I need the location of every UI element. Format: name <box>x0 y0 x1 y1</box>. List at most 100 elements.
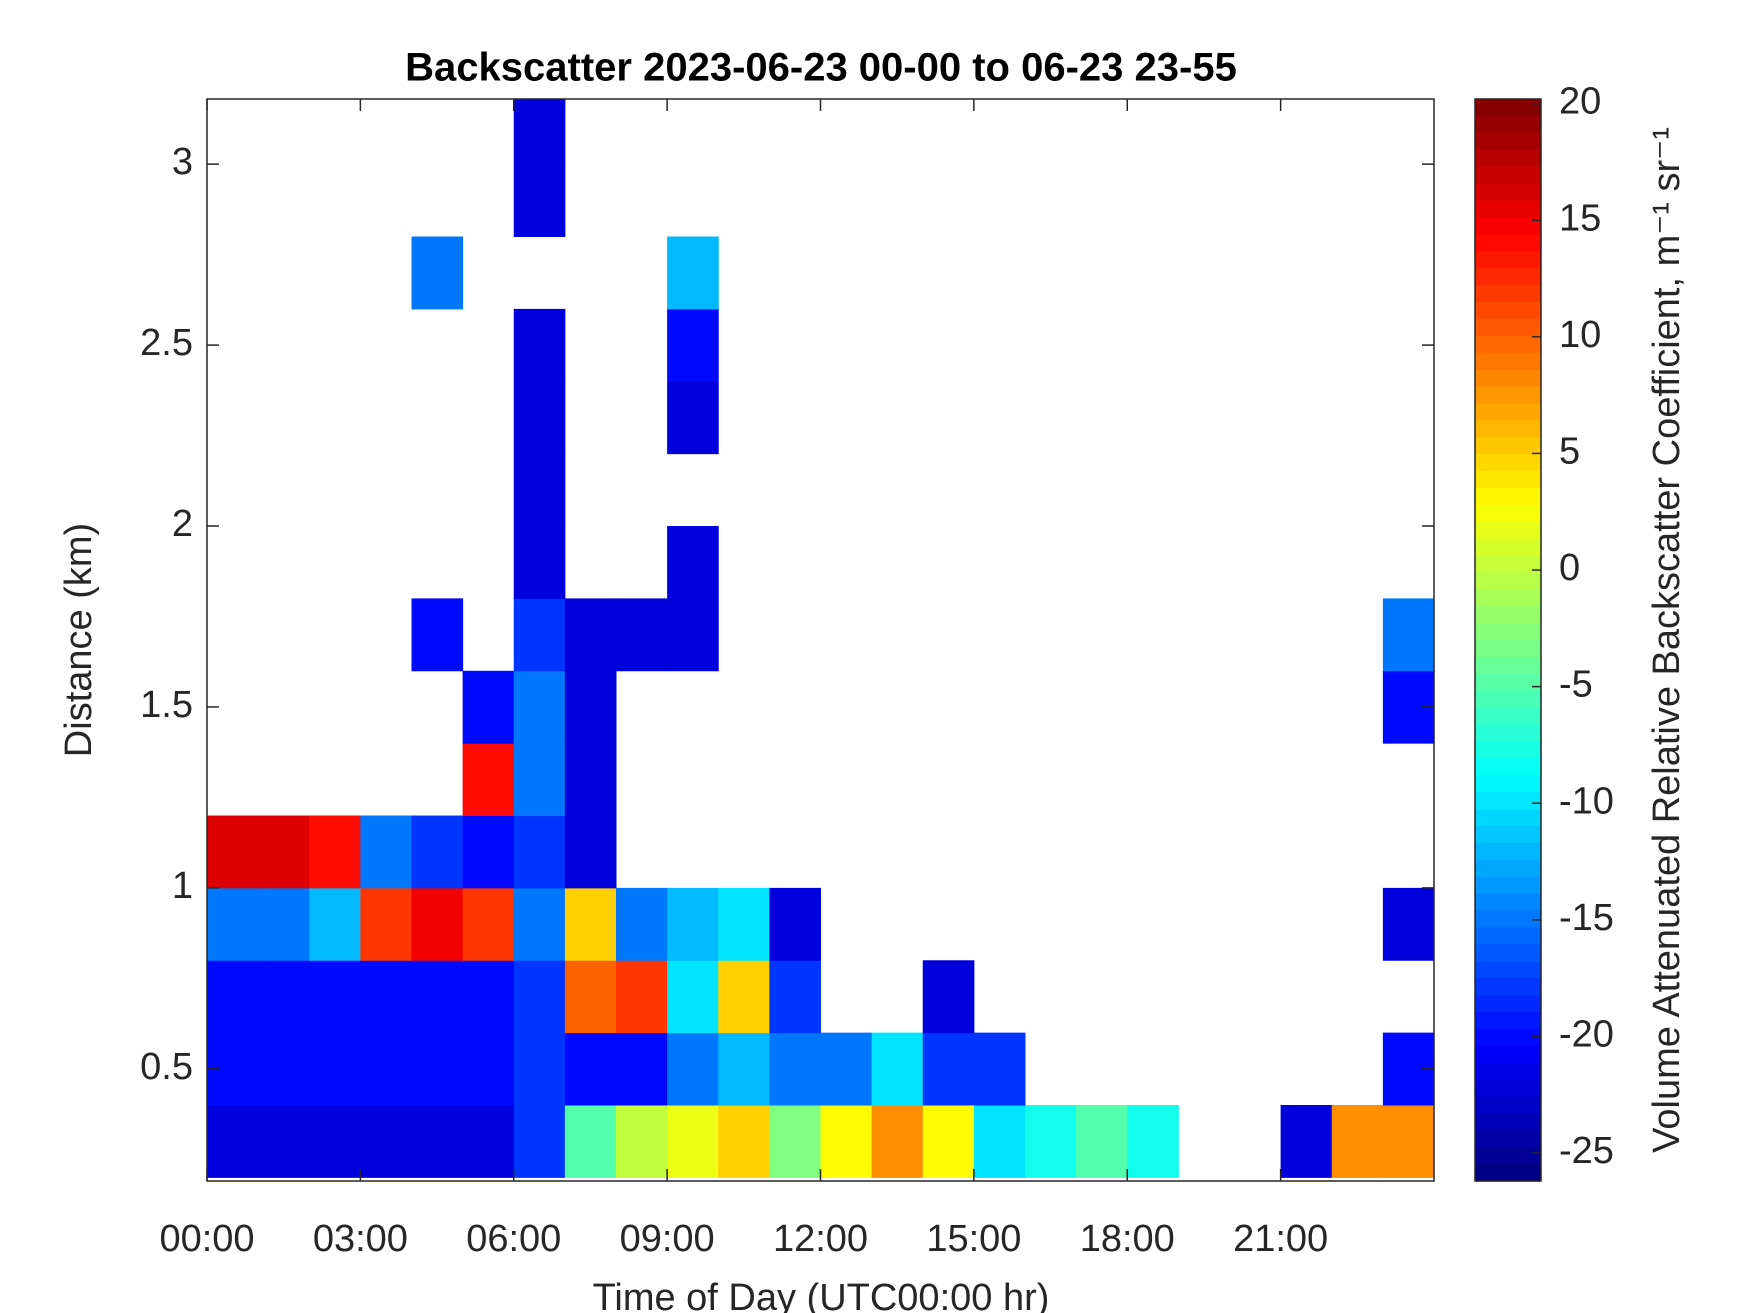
colorbar-strip <box>1475 1096 1541 1114</box>
heatmap-cell <box>309 960 361 1034</box>
heatmap-cell <box>718 887 770 961</box>
heatmap-cell <box>667 960 719 1034</box>
heatmap-cell <box>564 1105 617 1178</box>
heatmap-cell <box>616 598 668 672</box>
x-tick-label: 06:00 <box>466 1218 561 1260</box>
colorbar <box>1475 99 1541 1182</box>
colorbar-tick-label: 20 <box>1559 81 1601 123</box>
heatmap-cell <box>718 1105 770 1178</box>
colorbar-strip <box>1475 656 1541 675</box>
colorbar-strip <box>1475 318 1541 337</box>
heatmap-cell <box>207 887 259 961</box>
colorbar-strip <box>1475 538 1541 557</box>
heatmap-cell <box>564 960 617 1034</box>
colorbar-strip <box>1475 1147 1541 1165</box>
heatmap-cell <box>871 1032 924 1106</box>
colorbar-strip <box>1475 437 1541 455</box>
colorbar-strip <box>1475 978 1541 996</box>
colorbar-strip <box>1475 521 1541 540</box>
colorbar-tick-label: -20 <box>1559 1013 1614 1055</box>
colorbar-strip <box>1475 707 1541 726</box>
heatmap-cell <box>1127 1105 1179 1178</box>
heatmap-cell <box>207 1105 259 1178</box>
heatmap-cell <box>1382 1105 1434 1178</box>
heatmap-cell <box>1076 1105 1128 1178</box>
y-tick-label: 1 <box>172 865 193 907</box>
colorbar-strip <box>1475 792 1541 810</box>
colorbar-label: Volume Attenuated Relative Backscatter C… <box>1646 127 1688 1153</box>
heatmap-cell <box>922 960 975 1034</box>
colorbar-strip <box>1475 555 1541 573</box>
heatmap-cell <box>360 960 412 1034</box>
colorbar-strip <box>1475 99 1541 117</box>
colorbar-tick-label: 15 <box>1559 197 1601 239</box>
heatmap-cell <box>564 598 617 672</box>
colorbar-strip <box>1475 352 1541 371</box>
heatmap-cell <box>616 1032 668 1106</box>
colorbar-tick-label: 10 <box>1559 314 1601 356</box>
heatmap-cell <box>564 743 617 817</box>
colorbar-strip <box>1475 132 1541 151</box>
heatmap-cell <box>207 960 259 1034</box>
colorbar-strip <box>1475 369 1541 388</box>
heatmap-cell <box>462 815 515 889</box>
heatmap-cell <box>462 887 515 961</box>
colorbar-strip <box>1475 217 1541 235</box>
heatmap-cell <box>667 381 719 455</box>
heatmap-cell <box>667 1032 719 1106</box>
colorbar-tick-label: 0 <box>1559 547 1580 589</box>
colorbar-strip <box>1475 995 1541 1013</box>
colorbar-strip <box>1475 775 1541 793</box>
colorbar-tick-label: -25 <box>1559 1130 1614 1172</box>
colorbar-strip <box>1475 420 1541 438</box>
heatmap-cell <box>513 526 566 599</box>
colorbar-strip <box>1475 910 1541 929</box>
heatmap-cell <box>462 960 515 1034</box>
y-tick-label: 3 <box>172 141 193 183</box>
colorbar-strip <box>1475 1164 1541 1182</box>
heatmap-cell <box>1280 1105 1333 1178</box>
heatmap-cell <box>922 1032 975 1106</box>
heatmap-cell <box>513 670 566 744</box>
heatmap-cell <box>1382 887 1434 961</box>
colorbar-strip <box>1475 809 1541 827</box>
heatmap-cell <box>973 1105 1026 1178</box>
heatmap-cell <box>411 1105 464 1178</box>
colorbar-strip <box>1475 927 1541 945</box>
heatmap-cell <box>769 1032 821 1106</box>
heatmap-cell <box>513 1032 566 1106</box>
colorbar-strip <box>1475 842 1541 861</box>
colorbar-strip <box>1475 234 1541 252</box>
colorbar-strip <box>1475 741 1541 759</box>
colorbar-strip <box>1475 758 1541 776</box>
colorbar-tick-label: -10 <box>1559 780 1614 822</box>
colorbar-tick-label: -5 <box>1559 664 1593 706</box>
heatmap-cell <box>513 887 566 961</box>
colorbar-strip <box>1475 301 1541 320</box>
heatmap-cell <box>411 1032 464 1106</box>
colorbar-strip <box>1475 166 1541 185</box>
y-tick-label: 2.5 <box>140 322 193 364</box>
x-tick-label: 12:00 <box>773 1218 868 1260</box>
colorbar-strip <box>1475 825 1541 844</box>
heatmap-cell <box>513 164 566 238</box>
heatmap-cell <box>564 1032 617 1106</box>
heatmap-cell <box>769 887 821 961</box>
heatmap-cell <box>411 236 464 310</box>
heatmap-cell <box>360 887 412 961</box>
colorbar-strip <box>1475 589 1541 607</box>
colorbar-strip <box>1475 1045 1541 1064</box>
colorbar-strip <box>1475 724 1541 743</box>
heatmap-cell <box>564 670 617 744</box>
heatmap-cell <box>1331 1105 1384 1178</box>
heatmap-cell <box>462 1032 515 1106</box>
colorbar-strip <box>1475 690 1541 709</box>
heatmap-cell <box>258 1032 310 1106</box>
y-tick-label: 1.5 <box>140 684 193 726</box>
heatmap-cell <box>616 887 668 961</box>
colorbar-strip <box>1475 149 1541 168</box>
x-tick-label: 03:00 <box>313 1218 408 1260</box>
y-tick-label: 2 <box>172 503 193 545</box>
heatmap-cell <box>309 887 361 961</box>
